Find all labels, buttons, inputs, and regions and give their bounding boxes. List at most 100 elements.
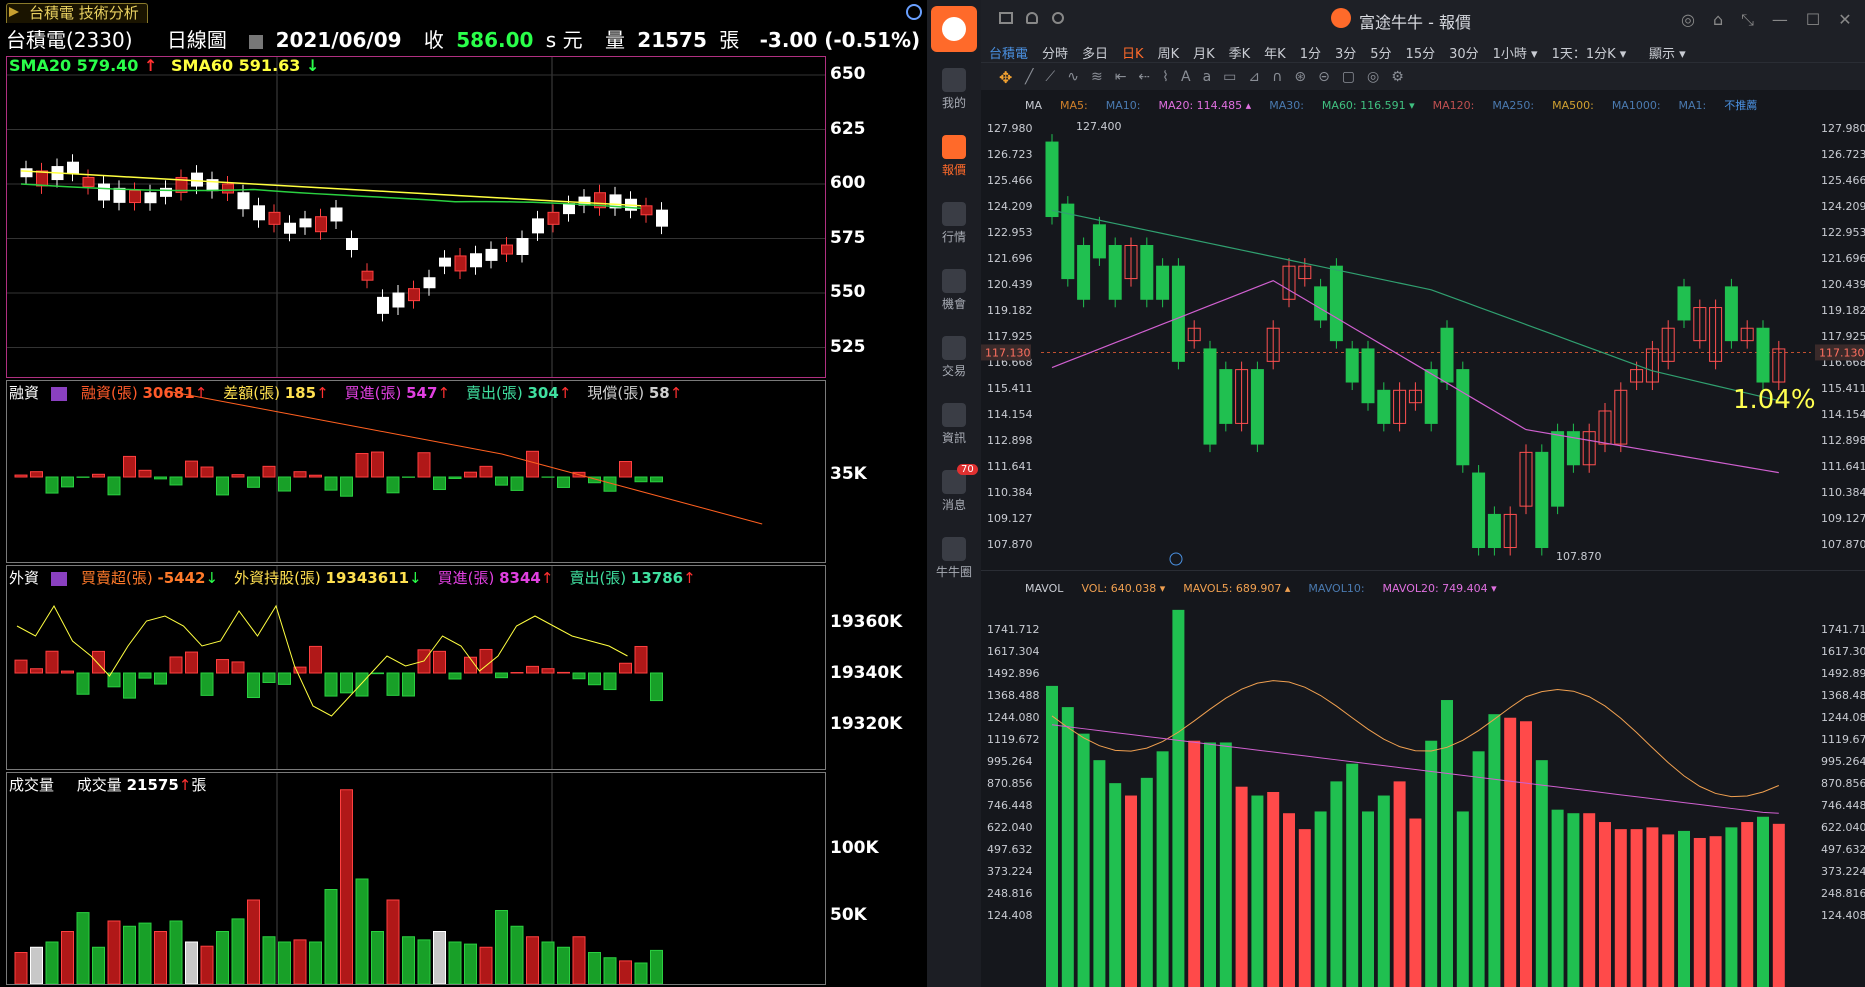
timeframe-tab[interactable]: 1天：1分K ▾ bbox=[1551, 47, 1627, 62]
timeframe-tab[interactable]: 1小時 ▾ bbox=[1492, 47, 1538, 62]
panel-settings-icon[interactable] bbox=[51, 571, 68, 586]
timeframe-tab[interactable]: 周K bbox=[1157, 47, 1180, 62]
candle bbox=[1709, 307, 1723, 362]
sidebar-item-market[interactable]: 行情 bbox=[927, 202, 981, 245]
timeframe-tab[interactable]: 台積電 bbox=[989, 47, 1029, 62]
price-tick-left: 107.870 bbox=[987, 538, 1033, 551]
foreign-panel[interactable]: 外資 買賣超(張) -5442↓ 外資持股(張) 19343611↓ 買進(張) 83… bbox=[6, 565, 826, 770]
ma-legend-item[interactable]: MA1000: bbox=[1611, 99, 1661, 112]
stock-info-bar: 台積電(2330) 日線圖 2021/06/09 收 586.00 s 元 量 … bbox=[6, 26, 926, 54]
legend-item: 賣出(張) 13786↑ bbox=[569, 569, 696, 587]
volume-bar bbox=[154, 931, 167, 984]
ma-legend-item[interactable]: MA500: bbox=[1552, 99, 1594, 112]
sidebar-item-community[interactable]: 牛牛圈 bbox=[927, 537, 981, 580]
window-controls[interactable]: ◎⌂⤡—☐✕ bbox=[1681, 10, 1865, 29]
sidebar-item-trade[interactable]: 交易 bbox=[927, 336, 981, 379]
candle bbox=[1424, 369, 1438, 424]
timeframe-tab[interactable]: 1分 bbox=[1299, 47, 1321, 62]
candle bbox=[1377, 389, 1391, 424]
candle bbox=[1677, 286, 1691, 321]
candle bbox=[1061, 203, 1075, 280]
sidebar-item-person[interactable]: 我的 bbox=[927, 68, 981, 111]
candle bbox=[253, 205, 265, 221]
ma-legend-item[interactable]: MA60: 116.591 ▾ bbox=[1321, 99, 1415, 112]
ma-legend-item[interactable]: MA120: bbox=[1432, 99, 1475, 112]
volume-unit: 張 bbox=[719, 28, 740, 52]
timeframe-tab[interactable]: 年K bbox=[1264, 47, 1286, 62]
volume-bar bbox=[1504, 717, 1517, 987]
change-value: -3.00 (-0.51%) bbox=[759, 28, 921, 52]
timeframe-tab[interactable]: 月K bbox=[1193, 47, 1215, 62]
sidebar-item-lamp[interactable]: 機會 bbox=[927, 269, 981, 312]
display-dropdown[interactable]: 顯示 ▾ bbox=[1649, 47, 1686, 62]
period-dropdown-icon[interactable] bbox=[249, 34, 264, 49]
margin-bar bbox=[45, 476, 59, 494]
crosshair-icon[interactable]: ✥ bbox=[999, 68, 1013, 87]
volume-bar bbox=[1630, 829, 1643, 987]
volume-legend-item[interactable]: MAVOL bbox=[1025, 582, 1064, 595]
volume-bar bbox=[464, 943, 477, 984]
ma-legend-item[interactable]: MA250: bbox=[1492, 99, 1535, 112]
volume-bar bbox=[30, 946, 43, 984]
price-tick-right: 120.439 bbox=[1821, 278, 1865, 291]
timeframe-tab[interactable]: 季K bbox=[1228, 47, 1251, 62]
ma-legend-item[interactable]: MA1: bbox=[1678, 99, 1707, 112]
volume-bar bbox=[1204, 742, 1216, 987]
search-icon[interactable] bbox=[1052, 12, 1064, 24]
left-price-chart bbox=[7, 57, 825, 377]
technical-analysis-tab[interactable]: 台積電 技術分析 bbox=[6, 3, 148, 23]
price-tick-right: 127.980 bbox=[1821, 122, 1865, 135]
bell-icon[interactable] bbox=[1026, 12, 1038, 24]
candle bbox=[408, 288, 420, 302]
sidebar-item-news[interactable]: 資訊 bbox=[927, 403, 981, 446]
ma-legend-item[interactable]: MA5: bbox=[1060, 99, 1088, 112]
volume-tick-right: 746.448 bbox=[1821, 799, 1865, 812]
timeframe-tab[interactable]: 日K bbox=[1122, 47, 1144, 62]
timeframe-tab[interactable]: 5分 bbox=[1370, 47, 1392, 62]
price-panel[interactable]: SMA20 579.40 ↑ SMA60 591.63 ↓ bbox=[6, 56, 826, 378]
ma-legend-item[interactable]: 不推薦 bbox=[1724, 99, 1758, 112]
right-volume-panel[interactable]: MAVOL VOL: 640.038 ▾ MAVOL5: 689.907 ▴ MAVO… bbox=[981, 570, 1865, 987]
timeframe-tab[interactable]: 多日 bbox=[1082, 47, 1109, 62]
volume-tick-label: 100K bbox=[830, 838, 879, 858]
volume-panel[interactable]: 成交量 成交量 21575↑張 bbox=[6, 772, 826, 985]
candle bbox=[470, 253, 482, 268]
percent-annotation: 1.04% bbox=[1733, 385, 1816, 415]
timeframe-tab[interactable]: 分時 bbox=[1042, 47, 1069, 62]
timeframe-tab[interactable]: 3分 bbox=[1334, 47, 1357, 62]
price-tick-right: 114.154 bbox=[1821, 408, 1865, 421]
candle bbox=[1140, 244, 1154, 300]
zoom-icon[interactable] bbox=[906, 4, 922, 20]
high-price-label: 127.400 bbox=[1076, 120, 1122, 133]
ma-legend-item[interactable]: MA30: bbox=[1269, 99, 1304, 112]
right-price-panel[interactable]: MA MA5: MA10: MA20: 114.485 ▴ MA30: MA60: 116… bbox=[981, 90, 1865, 570]
volume-legend-item[interactable]: VOL: 640.038 ▾ bbox=[1081, 582, 1166, 595]
candle bbox=[1156, 265, 1170, 300]
volume-bar bbox=[386, 899, 400, 984]
ma-legend-item[interactable]: MA10: bbox=[1105, 99, 1141, 112]
timeframe-tab[interactable]: 15分 bbox=[1405, 47, 1436, 62]
foreign-bar bbox=[76, 672, 90, 695]
margin-panel[interactable]: 融資 融資(張) 30681↑ 差額(張) 185↑ 買進(張) 547↑ 賣出(張) … bbox=[6, 380, 826, 563]
menu-icon[interactable] bbox=[999, 12, 1013, 24]
candle bbox=[1661, 327, 1675, 362]
candle bbox=[1092, 224, 1106, 259]
volume-tick-left: 1492.896 bbox=[987, 667, 1040, 680]
drawing-tools[interactable]: ╱⟋∿≋⇤⇠⌇Aa▭⊿∩⊛⊝▢◎⚙ bbox=[1025, 69, 1416, 85]
sidebar-label: 行情 bbox=[941, 230, 966, 244]
price-tick-right: 122.953 bbox=[1821, 226, 1865, 239]
right-sidebar: 我的報價行情機會交易資訊消息 70 牛牛圈 bbox=[927, 0, 981, 987]
volume-bar bbox=[185, 941, 198, 984]
ma-legend-item[interactable]: MA20: 114.485 ▴ bbox=[1158, 99, 1252, 112]
sidebar-item-chart-bar[interactable]: 報價 bbox=[927, 135, 981, 178]
panel-settings-icon[interactable] bbox=[51, 386, 68, 401]
ma-legend-item[interactable]: MA bbox=[1025, 99, 1043, 112]
volume-legend-item[interactable]: MAVOL10: bbox=[1308, 582, 1365, 595]
foreign-bar bbox=[185, 651, 198, 674]
sidebar-item-message[interactable]: 消息 70 bbox=[927, 464, 981, 513]
volume-legend-item[interactable]: MAVOL20: 749.404 ▾ bbox=[1382, 582, 1497, 595]
volume-legend-item[interactable]: MAVOL5: 689.907 ▴ bbox=[1183, 582, 1291, 595]
candle bbox=[1503, 513, 1517, 549]
price-tick-left: 126.723 bbox=[987, 148, 1033, 161]
timeframe-tab[interactable]: 30分 bbox=[1449, 47, 1479, 62]
